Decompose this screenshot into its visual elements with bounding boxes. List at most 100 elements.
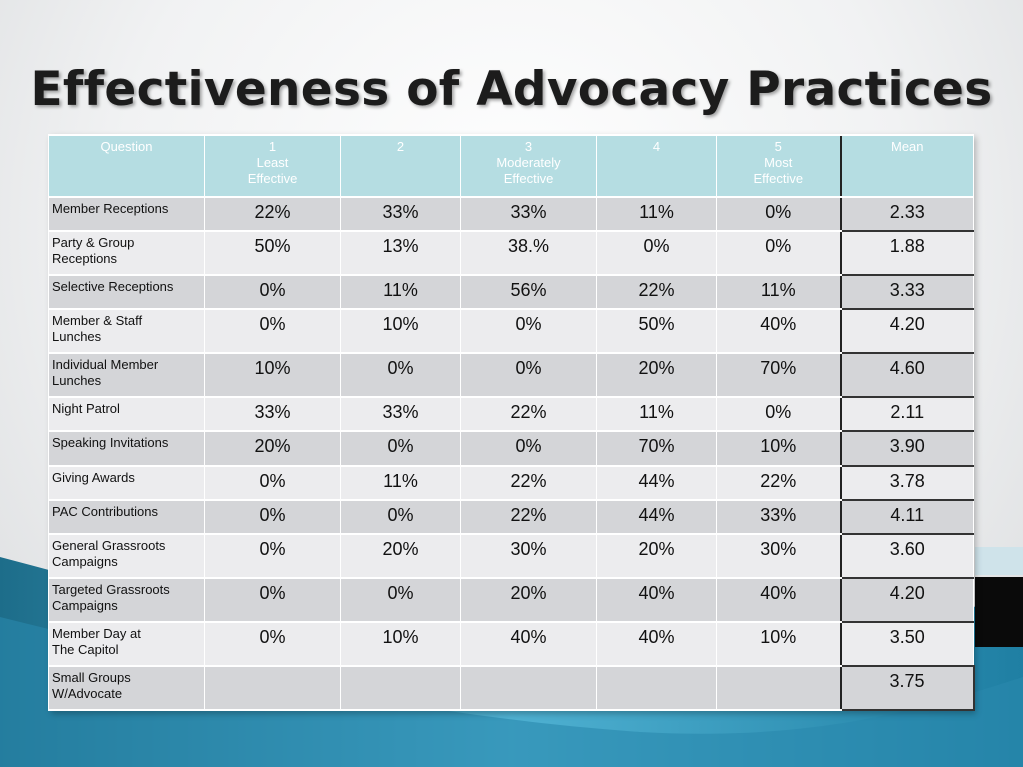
rating-2-cell: 33% <box>340 196 461 232</box>
rating-3-cell: 40% <box>460 621 597 667</box>
question-cell: General Grassroots Campaigns <box>48 533 205 579</box>
question-cell: Member & Staff Lunches <box>48 308 205 354</box>
question-label-line: Small Groups <box>52 670 131 685</box>
rating-1-cell: 10% <box>204 352 341 398</box>
rating-5-cell: 30% <box>716 533 841 579</box>
rating-2-cell: 13% <box>340 230 461 276</box>
rating-1-cell: 0% <box>204 499 341 535</box>
mean-cell: 3.75 <box>839 665 975 711</box>
rating-5-cell: 40% <box>716 577 841 623</box>
table-row: Party & Group Receptions 50% 13% 38.% 0% 0% 1.8… <box>48 230 974 276</box>
rating-2-cell: 0% <box>340 430 461 467</box>
header-rating-3: 3 Moderately Effective <box>460 134 597 198</box>
table-row: Member Day at The Capitol 0% 10% 40% 40% 10% 3.… <box>48 621 974 667</box>
question-cell: Member Day at The Capitol <box>48 621 205 667</box>
rating-4-cell: 70% <box>596 430 717 467</box>
question-label-line: Giving Awards <box>52 470 135 485</box>
question-label-line: PAC Contributions <box>52 504 158 519</box>
rating-5-cell <box>716 665 841 711</box>
rating-5-cell: 40% <box>716 308 841 354</box>
mean-cell: 4.60 <box>839 352 974 398</box>
table-row: Giving Awards 0% 11% 22% 44% 22% 3.78 <box>48 465 974 501</box>
rating-1-cell: 0% <box>204 577 341 623</box>
rating-1-cell: 0% <box>204 274 341 310</box>
table-row: General Grassroots Campaigns 0% 20% 30% 20% 30… <box>48 533 974 579</box>
rating-2-cell: 0% <box>340 499 461 535</box>
rating-2-cell: 33% <box>340 396 461 432</box>
rating-5-cell: 0% <box>716 396 841 432</box>
question-label-line: Individual Member <box>52 357 159 372</box>
rating-2-cell: 0% <box>340 577 461 623</box>
question-label-line: Night Patrol <box>52 401 120 416</box>
decorative-wave-background <box>0 547 1023 767</box>
rating-5-cell: 22% <box>716 465 841 501</box>
rating-3-cell: 0% <box>460 430 597 467</box>
rating-5-cell: 10% <box>716 621 841 667</box>
rating-1-cell: 0% <box>204 308 341 354</box>
mean-cell: 3.90 <box>839 430 974 467</box>
rating-5-cell: 70% <box>716 352 841 398</box>
rating-3-cell: 22% <box>460 499 597 535</box>
rating-1-cell <box>204 665 341 711</box>
rating-4-cell: 20% <box>596 533 717 579</box>
header-rating-5: 5 Most Effective <box>716 134 841 198</box>
rating-4-cell: 11% <box>596 196 717 232</box>
question-label-line: Receptions <box>52 251 118 266</box>
question-cell: Small Groups W/Advocate <box>48 665 205 711</box>
rating-1-cell: 22% <box>204 196 341 232</box>
mean-cell: 2.33 <box>839 196 974 232</box>
rating-4-cell: 0% <box>596 230 717 276</box>
header-row: Question 1 Least Effective 2 3 Moderately Ef… <box>48 134 974 198</box>
question-label-line: The Capitol <box>52 642 119 657</box>
question-cell: Individual Member Lunches <box>48 352 205 398</box>
advocacy-practices-table: Question 1 Least Effective 2 3 Moderately Ef… <box>48 134 975 711</box>
header-question: Question <box>48 134 205 198</box>
question-cell: Giving Awards <box>48 465 205 501</box>
rating-2-cell: 11% <box>340 465 461 501</box>
question-cell: Night Patrol <box>48 396 205 432</box>
rating-4-cell: 40% <box>596 621 717 667</box>
rating-3-cell: 22% <box>460 465 597 501</box>
mean-cell: 1.88 <box>839 230 974 276</box>
rating-4-cell: 40% <box>596 577 717 623</box>
table-row: Individual Member Lunches 10% 0% 0% 20% 70% 4.6… <box>48 352 974 398</box>
page-title: Effectiveness of Advocacy Practices <box>30 62 993 117</box>
rating-2-cell: 10% <box>340 621 461 667</box>
question-cell: PAC Contributions <box>48 499 205 535</box>
rating-4-cell: 50% <box>596 308 717 354</box>
rating-3-cell: 56% <box>460 274 597 310</box>
question-cell: Speaking Invitations <box>48 430 205 467</box>
question-label-line: W/Advocate <box>52 686 123 701</box>
question-cell: Selective Receptions <box>48 274 205 310</box>
question-label-line: Selective Receptions <box>52 279 174 294</box>
table-row: Member & Staff Lunches 0% 10% 0% 50% 40% 4.20 <box>48 308 974 354</box>
header-mean: Mean <box>839 134 974 198</box>
rating-1-cell: 0% <box>204 533 341 579</box>
rating-2-cell: 11% <box>340 274 461 310</box>
rating-1-cell: 50% <box>204 230 341 276</box>
question-label-line: Lunches <box>52 373 102 388</box>
table-body: Member Receptions 22% 33% 33% 11% 0% 2.33 Party… <box>48 196 975 711</box>
rating-3-cell: 0% <box>460 308 597 354</box>
table-row: Small Groups W/Advocate 3.75 <box>48 665 975 711</box>
rating-4-cell: 11% <box>596 396 717 432</box>
header-rating-4: 4 <box>596 134 717 198</box>
question-cell: Targeted Grassroots Campaigns <box>48 577 205 623</box>
question-label-line: Campaigns <box>52 598 118 613</box>
table-row: Selective Receptions 0% 11% 56% 22% 11% 3.33 <box>48 274 974 310</box>
rating-2-cell: 10% <box>340 308 461 354</box>
table-row: Member Receptions 22% 33% 33% 11% 0% 2.33 <box>48 196 974 232</box>
rating-3-cell <box>460 665 597 711</box>
question-label-line: Speaking Invitations <box>52 435 169 450</box>
table-row: PAC Contributions 0% 0% 22% 44% 33% 4.11 <box>48 499 974 535</box>
mean-cell: 4.11 <box>839 499 974 535</box>
table-row: Targeted Grassroots Campaigns 0% 0% 20% 40% 40… <box>48 577 974 623</box>
rating-5-cell: 0% <box>716 196 841 232</box>
mean-cell: 3.60 <box>839 533 974 579</box>
mean-cell: 3.78 <box>839 465 974 501</box>
question-cell: Party & Group Receptions <box>48 230 205 276</box>
table-row: Night Patrol 33% 33% 22% 11% 0% 2.11 <box>48 396 974 432</box>
rating-2-cell <box>340 665 461 711</box>
mean-cell: 3.50 <box>839 621 974 667</box>
advocacy-table-container: Question 1 Least Effective 2 3 Moderately Ef… <box>48 134 975 711</box>
